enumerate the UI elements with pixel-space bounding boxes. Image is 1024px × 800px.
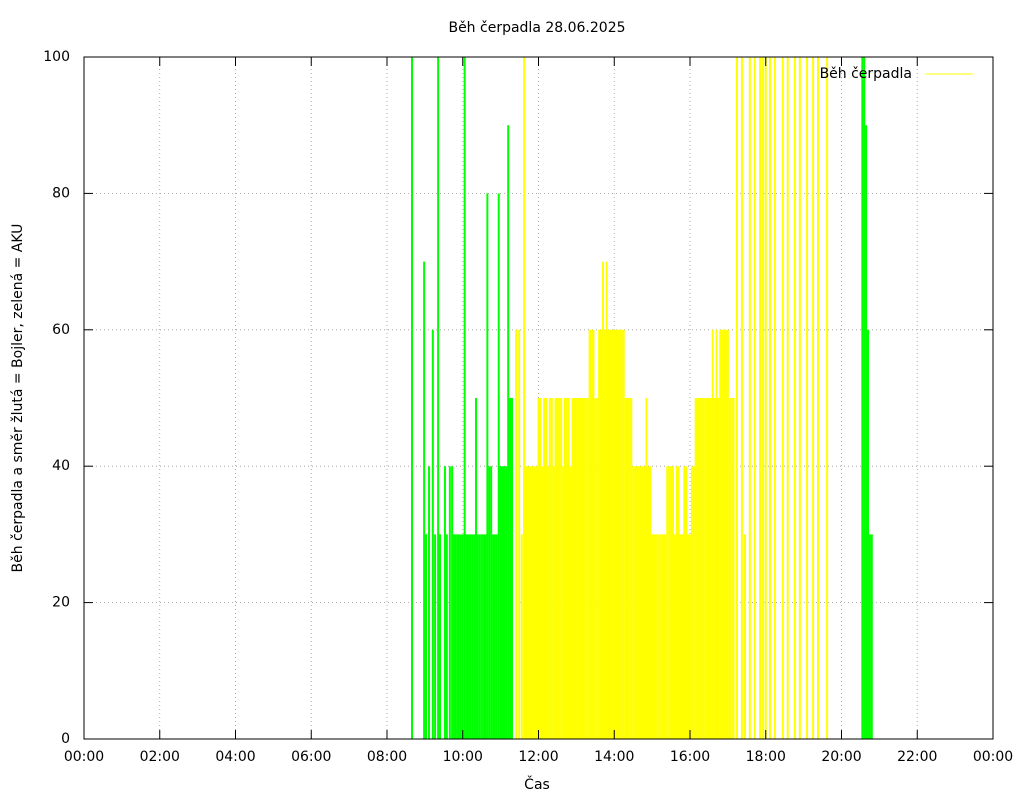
y-tick-label: 60 — [52, 322, 70, 338]
y-tick-label: 100 — [43, 49, 70, 65]
y-tick-label: 0 — [61, 731, 70, 747]
x-tick-label: 02:00 — [140, 749, 180, 765]
y-axis-label: Běh čerpadla a směr žlutá = Bojler, zele… — [10, 224, 26, 573]
x-tick-label: 18:00 — [746, 749, 786, 765]
x-tick-label: 22:00 — [897, 749, 937, 765]
x-tick-label: 00:00 — [973, 749, 1013, 765]
legend-label: Běh čerpadla — [820, 66, 912, 82]
x-tick-label: 10:00 — [443, 749, 483, 765]
y-tick-label: 40 — [52, 458, 70, 474]
x-tick-label: 16:00 — [670, 749, 710, 765]
x-tick-label: 04:00 — [215, 749, 255, 765]
x-tick-label: 12:00 — [518, 749, 558, 765]
x-axis-label: Čas — [524, 775, 550, 793]
x-tick-label: 06:00 — [291, 749, 331, 765]
y-tick-label: 20 — [52, 595, 70, 611]
plot-area — [84, 57, 993, 739]
x-tick-label: 14:00 — [594, 749, 634, 765]
y-tick-label: 80 — [52, 185, 70, 201]
chart-title: Běh čerpadla 28.06.2025 — [448, 20, 625, 36]
x-tick-label: 20:00 — [821, 749, 861, 765]
x-tick-label: 08:00 — [367, 749, 407, 765]
x-tick-label: 00:00 — [64, 749, 104, 765]
